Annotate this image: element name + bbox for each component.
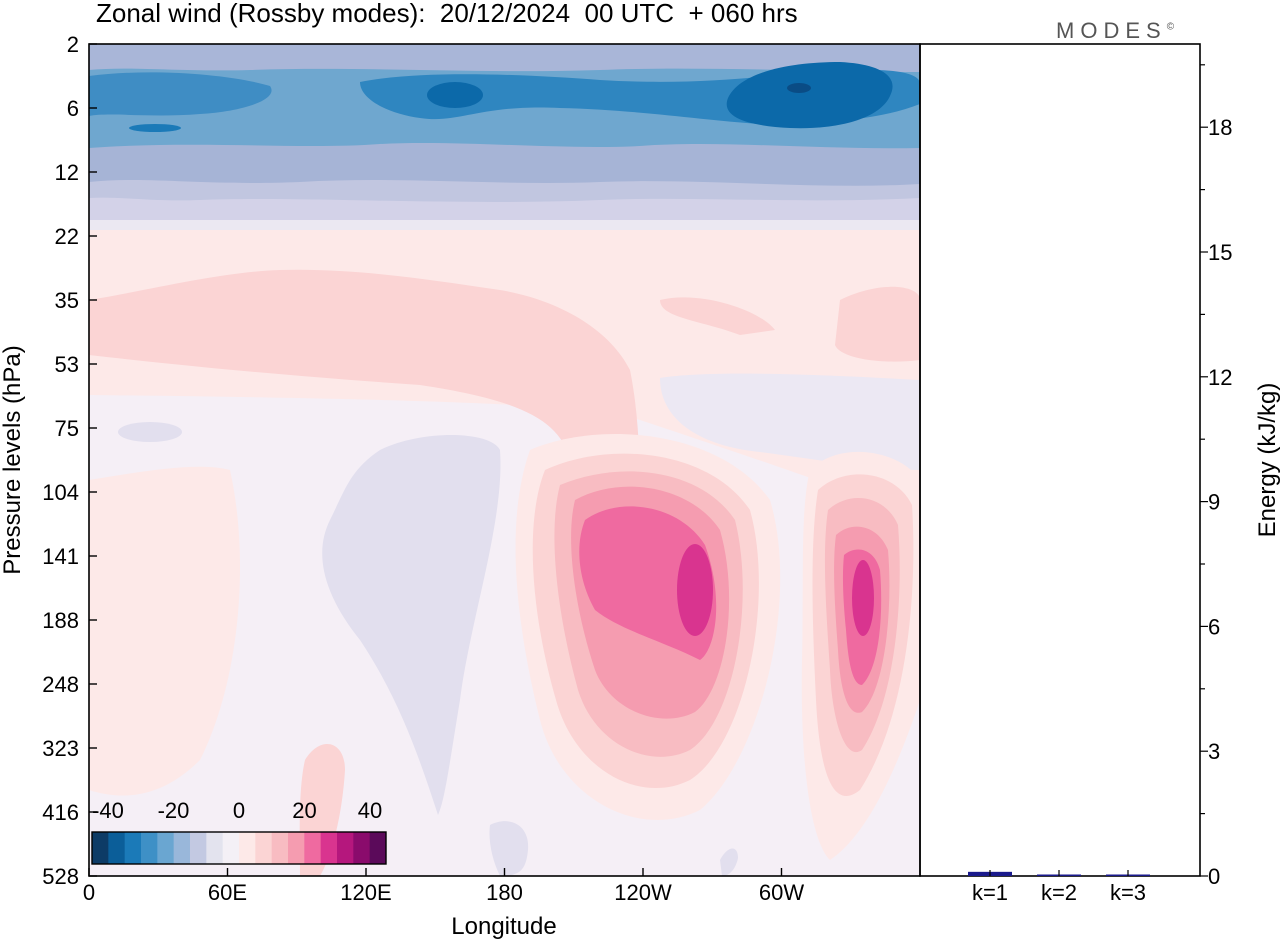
colorbar-label: -20: [158, 798, 190, 823]
colorbar-swatch: [92, 832, 109, 864]
easterly-top-edge: [89, 44, 920, 72]
y-tick-label: 35: [55, 288, 79, 313]
x-tick-label: 180: [486, 880, 523, 905]
energy-tick-label: 9: [1208, 490, 1220, 515]
x-tick-label: 120W: [614, 880, 672, 905]
y-tick-label: 53: [55, 352, 79, 377]
weak-easterly-spot-1: [118, 422, 182, 442]
x-axis: 0 60E 120E 180 120W 60W: [83, 868, 804, 905]
y-tick-label: 12: [55, 160, 79, 185]
energy-tick-label: 0: [1208, 864, 1220, 889]
colorbar-swatch: [222, 832, 240, 864]
colorbar-swatch: [157, 832, 175, 864]
y-tick-label: 6: [67, 96, 79, 121]
y-axis-label: Pressure levels (hPa): [0, 345, 26, 574]
contour-6: [677, 544, 713, 636]
energy-bar-label: k=2: [1041, 880, 1077, 905]
colorbar-label: -40: [92, 798, 124, 823]
colorbar-legend: -40 -20 0 20 40: [91, 798, 387, 865]
colorbar-swatch: [271, 832, 289, 864]
colorbar-swatch: [255, 832, 273, 864]
energy-bars: k=1 k=2 k=3: [968, 870, 1150, 905]
y-tick-label: 248: [42, 672, 79, 697]
colorbar-swatch: [141, 832, 158, 864]
lower-easterly-patch-2: [720, 848, 738, 876]
y-tick-label: 22: [55, 224, 79, 249]
westerly-band-inner: [89, 269, 640, 520]
colorbar-swatch: [206, 832, 224, 864]
y-tick-label: 416: [42, 800, 79, 825]
energy-tick-label: 3: [1208, 739, 1220, 764]
easterly-peak: [787, 83, 811, 93]
colorbar-swatch: [173, 832, 191, 864]
lower-easterly-patch-1: [489, 821, 529, 876]
x-tick-label: 120E: [340, 880, 391, 905]
energy-tick-label: 18: [1208, 115, 1232, 140]
y-tick-label: 141: [42, 544, 79, 569]
energy-tick-label: 15: [1208, 240, 1232, 265]
easterly-core-west: [89, 72, 272, 116]
x-tick-label: 60E: [208, 880, 247, 905]
westerly-max-120w: [515, 434, 781, 820]
colorbar-swatch: [288, 832, 305, 864]
westerly-patch-1: [660, 297, 775, 335]
y-tick-label: 2: [67, 32, 79, 57]
energy-bar-label: k=3: [1110, 880, 1146, 905]
modes-logo: MODES©: [1056, 18, 1174, 44]
colorbar-swatch: [353, 832, 371, 864]
colorbar-swatch: [337, 832, 354, 864]
colorbar-swatch: [320, 832, 338, 864]
y-tick-label: 528: [42, 864, 79, 889]
colorbar-swatch: [108, 832, 126, 864]
logo-mark: ©: [1166, 21, 1175, 33]
chart-title: Zonal wind (Rossby modes): 20/12/2024 00…: [96, 0, 798, 28]
colorbar-swatch: [369, 832, 387, 864]
colorbar-label: 20: [292, 798, 316, 823]
x-tick-label: 60W: [759, 880, 804, 905]
energy-panel: [920, 44, 1200, 876]
energy-tick-label: 12: [1208, 365, 1232, 390]
colorbar-swatch: [190, 832, 207, 864]
energy-axis: 0 3 6 9 12 15 18: [1200, 64, 1232, 889]
y-tick-label: 188: [42, 608, 79, 633]
westerly-patch-2: [835, 286, 920, 362]
x-axis-label: Longitude: [451, 913, 556, 940]
contour-field: [89, 44, 920, 876]
y-tick-label: 323: [42, 736, 79, 761]
colorbar-label: 40: [358, 798, 382, 823]
colorbar-label: 0: [233, 798, 245, 823]
energy-tick-label: 6: [1208, 614, 1220, 639]
y-axis: 2 6 12 22 35 53 75 104 141 188 248 323 416 528: [42, 32, 97, 889]
logo-text: MODES: [1056, 18, 1167, 43]
colorbar-swatch: [304, 832, 322, 864]
westerly-lower-west: [89, 466, 240, 796]
y-tick-label: 104: [42, 480, 79, 505]
easterly-max-east: [726, 62, 893, 129]
colorbar-swatch: [239, 832, 256, 864]
colorbar-frame: [91, 831, 387, 865]
y-tick-label: 75: [55, 416, 79, 441]
contour-6: [852, 560, 874, 636]
weak-easterly-tongue: [322, 435, 501, 815]
westerly-max-30w: [801, 451, 920, 860]
colorbar-swatch: [124, 832, 142, 864]
energy-axis-label: Energy (kJ/kg): [1254, 383, 1280, 538]
energy-bar-label: k=1: [972, 880, 1008, 905]
weak-easterly-patch: [660, 373, 920, 470]
easterly-spot: [129, 124, 181, 132]
easterly-max-central: [427, 82, 483, 108]
x-tick-label: 0: [83, 880, 95, 905]
